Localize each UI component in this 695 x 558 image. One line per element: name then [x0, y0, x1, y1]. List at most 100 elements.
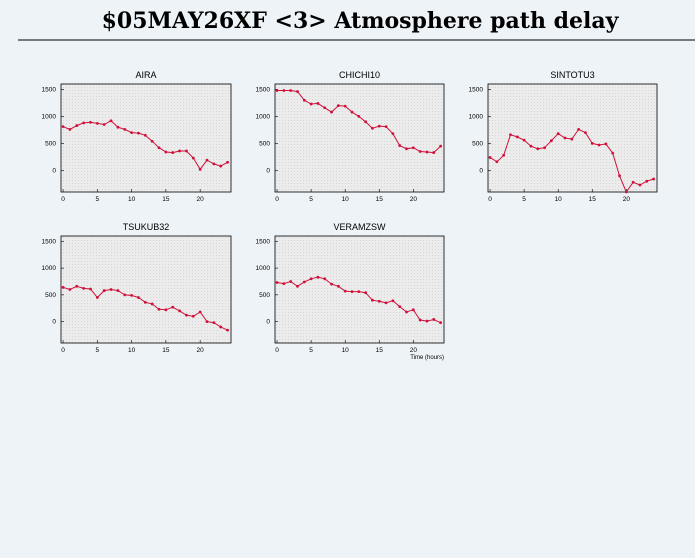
data-point: [164, 150, 168, 154]
data-point: [371, 298, 374, 302]
data-point: [102, 123, 106, 126]
data-point: [563, 136, 567, 140]
data-point: [529, 144, 533, 148]
y-tick-label: 0: [52, 319, 56, 326]
plot-area: [274, 83, 445, 193]
data-point: [652, 177, 655, 181]
x-tick-label: 10: [128, 347, 136, 354]
data-point: [398, 144, 402, 147]
plot-area: [60, 83, 232, 193]
data-point: [191, 314, 195, 318]
x-tick-label: 5: [522, 196, 526, 203]
data-point: [282, 89, 286, 92]
data-point: [597, 143, 601, 147]
data-point: [350, 110, 354, 114]
data-point: [198, 167, 202, 171]
data-point: [515, 135, 519, 139]
data-point: [405, 310, 408, 314]
y-tick-label: 500: [472, 140, 483, 147]
x-tick-label: 15: [589, 196, 597, 203]
data-point: [171, 151, 175, 154]
x-tick-label: 5: [96, 196, 100, 203]
data-point: [432, 318, 436, 321]
data-point: [102, 289, 106, 292]
data-point: [116, 289, 120, 292]
x-tick-label: 15: [162, 196, 170, 203]
y-tick-label: 1000: [256, 265, 271, 272]
data-point: [336, 284, 340, 288]
x-tick-label: 15: [376, 347, 384, 354]
data-point: [219, 164, 223, 168]
data-point: [323, 106, 327, 110]
data-point: [391, 132, 395, 136]
data-point: [309, 277, 313, 281]
data-point: [191, 156, 195, 160]
data-point: [418, 150, 422, 153]
data-point: [425, 150, 429, 154]
data-point: [418, 318, 422, 322]
y-tick-label: 1500: [42, 238, 57, 245]
y-tick-label: 500: [45, 140, 56, 147]
y-tick-label: 0: [479, 167, 483, 174]
data-point: [143, 300, 147, 304]
data-point: [178, 309, 181, 313]
y-tick-label: 0: [266, 319, 270, 326]
panel-title: AIRA: [135, 70, 156, 80]
x-tick-label: 5: [96, 347, 100, 354]
x-tick-label: 5: [309, 196, 313, 203]
data-point: [116, 125, 120, 129]
y-tick-label: 1500: [256, 238, 271, 245]
data-point: [226, 328, 229, 332]
data-point: [502, 153, 506, 157]
x-tick-label: 0: [488, 196, 492, 203]
y-tick-label: 1000: [42, 265, 57, 272]
data-point: [364, 291, 368, 295]
data-point: [384, 301, 388, 305]
data-point: [61, 285, 65, 289]
y-tick-label: 500: [259, 292, 270, 299]
data-point: [425, 319, 429, 323]
data-point: [570, 137, 574, 141]
data-point: [289, 89, 293, 92]
data-point: [289, 280, 293, 283]
x-tick-label: 20: [197, 347, 205, 354]
data-point: [357, 290, 361, 294]
panel-title: TSUKUB32: [123, 222, 170, 232]
x-tick-label: 5: [309, 347, 313, 354]
data-point: [75, 124, 79, 127]
data-point: [226, 160, 229, 164]
data-point: [323, 277, 327, 281]
data-point: [302, 280, 306, 284]
data-point: [522, 138, 526, 142]
x-tick-label: 0: [61, 196, 65, 203]
data-point: [95, 122, 99, 125]
x-tick-label: 10: [342, 347, 350, 354]
data-point: [82, 287, 86, 290]
data-point: [343, 289, 347, 293]
x-tick-label: 0: [275, 196, 279, 203]
y-tick-label: 500: [45, 292, 56, 299]
data-point: [549, 139, 553, 143]
data-point: [611, 151, 615, 155]
x-tick-label: 10: [555, 196, 563, 203]
data-point: [584, 131, 587, 135]
main-title: $05MAY26XF <3> Atmosphere path delay: [102, 8, 620, 34]
data-point: [577, 127, 581, 131]
data-point: [143, 133, 147, 137]
data-point: [357, 115, 361, 118]
data-point: [377, 124, 381, 128]
y-tick-label: 0: [52, 167, 56, 174]
data-point: [137, 296, 140, 299]
data-point: [631, 180, 635, 184]
data-point: [377, 299, 381, 303]
y-tick-label: 500: [259, 140, 270, 147]
y-tick-label: 1500: [256, 86, 271, 93]
x-axis-label: Time (hours): [410, 355, 444, 361]
data-point: [509, 133, 512, 137]
data-point: [432, 151, 436, 154]
data-point: [109, 119, 113, 123]
data-point: [212, 321, 216, 325]
data-point: [398, 305, 402, 309]
panel-title: CHICHI10: [339, 70, 380, 80]
y-tick-label: 1000: [256, 113, 271, 120]
